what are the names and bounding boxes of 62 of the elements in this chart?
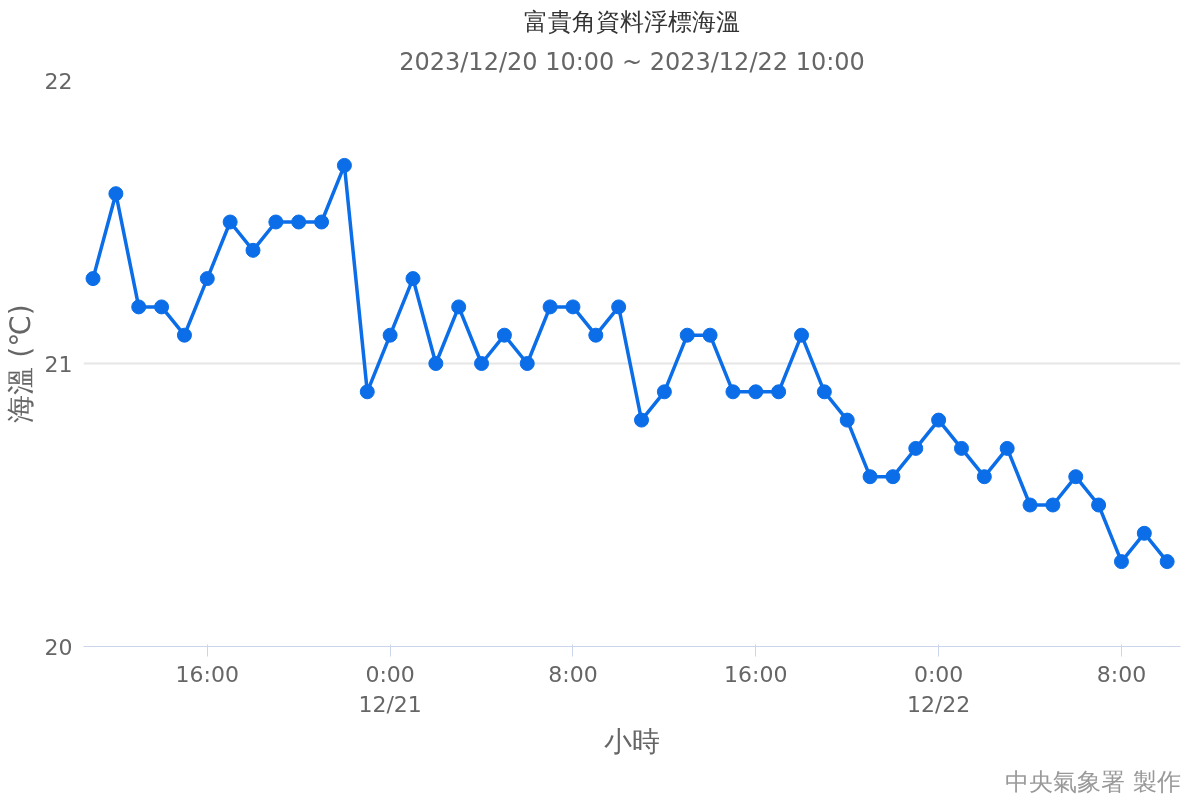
point xyxy=(679,327,695,343)
point xyxy=(268,214,284,230)
point xyxy=(885,469,901,485)
x-tick-label: 0:00 12/21 xyxy=(358,661,422,717)
x-axis-title: 小時 xyxy=(604,724,660,758)
point xyxy=(314,214,330,230)
point xyxy=(428,356,444,371)
point xyxy=(839,412,855,428)
x-tick-label: 8:00 xyxy=(548,661,598,687)
point xyxy=(634,412,650,428)
chart-title: 富貴角資料浮標海溫 xyxy=(524,7,740,36)
point xyxy=(656,384,672,400)
point xyxy=(611,299,627,315)
point xyxy=(725,384,741,400)
point xyxy=(953,440,969,456)
text: 中央氣象署 製作 xyxy=(1004,767,1181,796)
point xyxy=(496,327,512,343)
x-tick-label: 16:00 xyxy=(724,661,788,687)
point xyxy=(108,186,124,202)
x-tick-label: 0:00 12/22 xyxy=(906,661,971,717)
point xyxy=(588,327,604,343)
point xyxy=(908,440,924,456)
point xyxy=(405,271,421,287)
point xyxy=(976,469,992,485)
point xyxy=(794,327,809,343)
point xyxy=(542,299,558,315)
point xyxy=(519,356,535,371)
point xyxy=(862,469,878,485)
point xyxy=(291,214,307,230)
y-tick-label: 20 xyxy=(44,634,73,660)
point xyxy=(999,440,1015,456)
point xyxy=(1045,497,1061,513)
point xyxy=(451,299,467,315)
point xyxy=(816,384,832,400)
point xyxy=(702,327,718,343)
point xyxy=(474,356,490,371)
y-tick-label: 22 xyxy=(44,68,73,94)
chart-subtitle: 2023/12/20 10:00 ~ 2023/12/22 10:00 xyxy=(399,47,865,76)
point xyxy=(565,299,581,315)
point xyxy=(931,412,947,428)
y-axis-title: 海溫 (℃) xyxy=(3,304,37,423)
point xyxy=(1091,497,1107,513)
point xyxy=(748,384,764,400)
point xyxy=(771,384,787,400)
point xyxy=(199,271,215,287)
x-tick-label: 16:00 xyxy=(175,661,239,687)
point xyxy=(336,157,352,173)
x-tick-label: 8:00 xyxy=(1096,661,1147,687)
point xyxy=(1113,554,1129,570)
point xyxy=(131,299,147,315)
point xyxy=(222,214,238,230)
point xyxy=(154,299,170,315)
point xyxy=(176,327,192,343)
point xyxy=(359,384,375,400)
y-tick-label: 21 xyxy=(44,351,73,377)
point xyxy=(1068,469,1084,485)
point xyxy=(1159,554,1175,570)
point xyxy=(1022,497,1038,513)
point xyxy=(1136,525,1152,541)
point xyxy=(85,271,101,287)
point xyxy=(382,327,398,343)
point xyxy=(245,242,261,258)
